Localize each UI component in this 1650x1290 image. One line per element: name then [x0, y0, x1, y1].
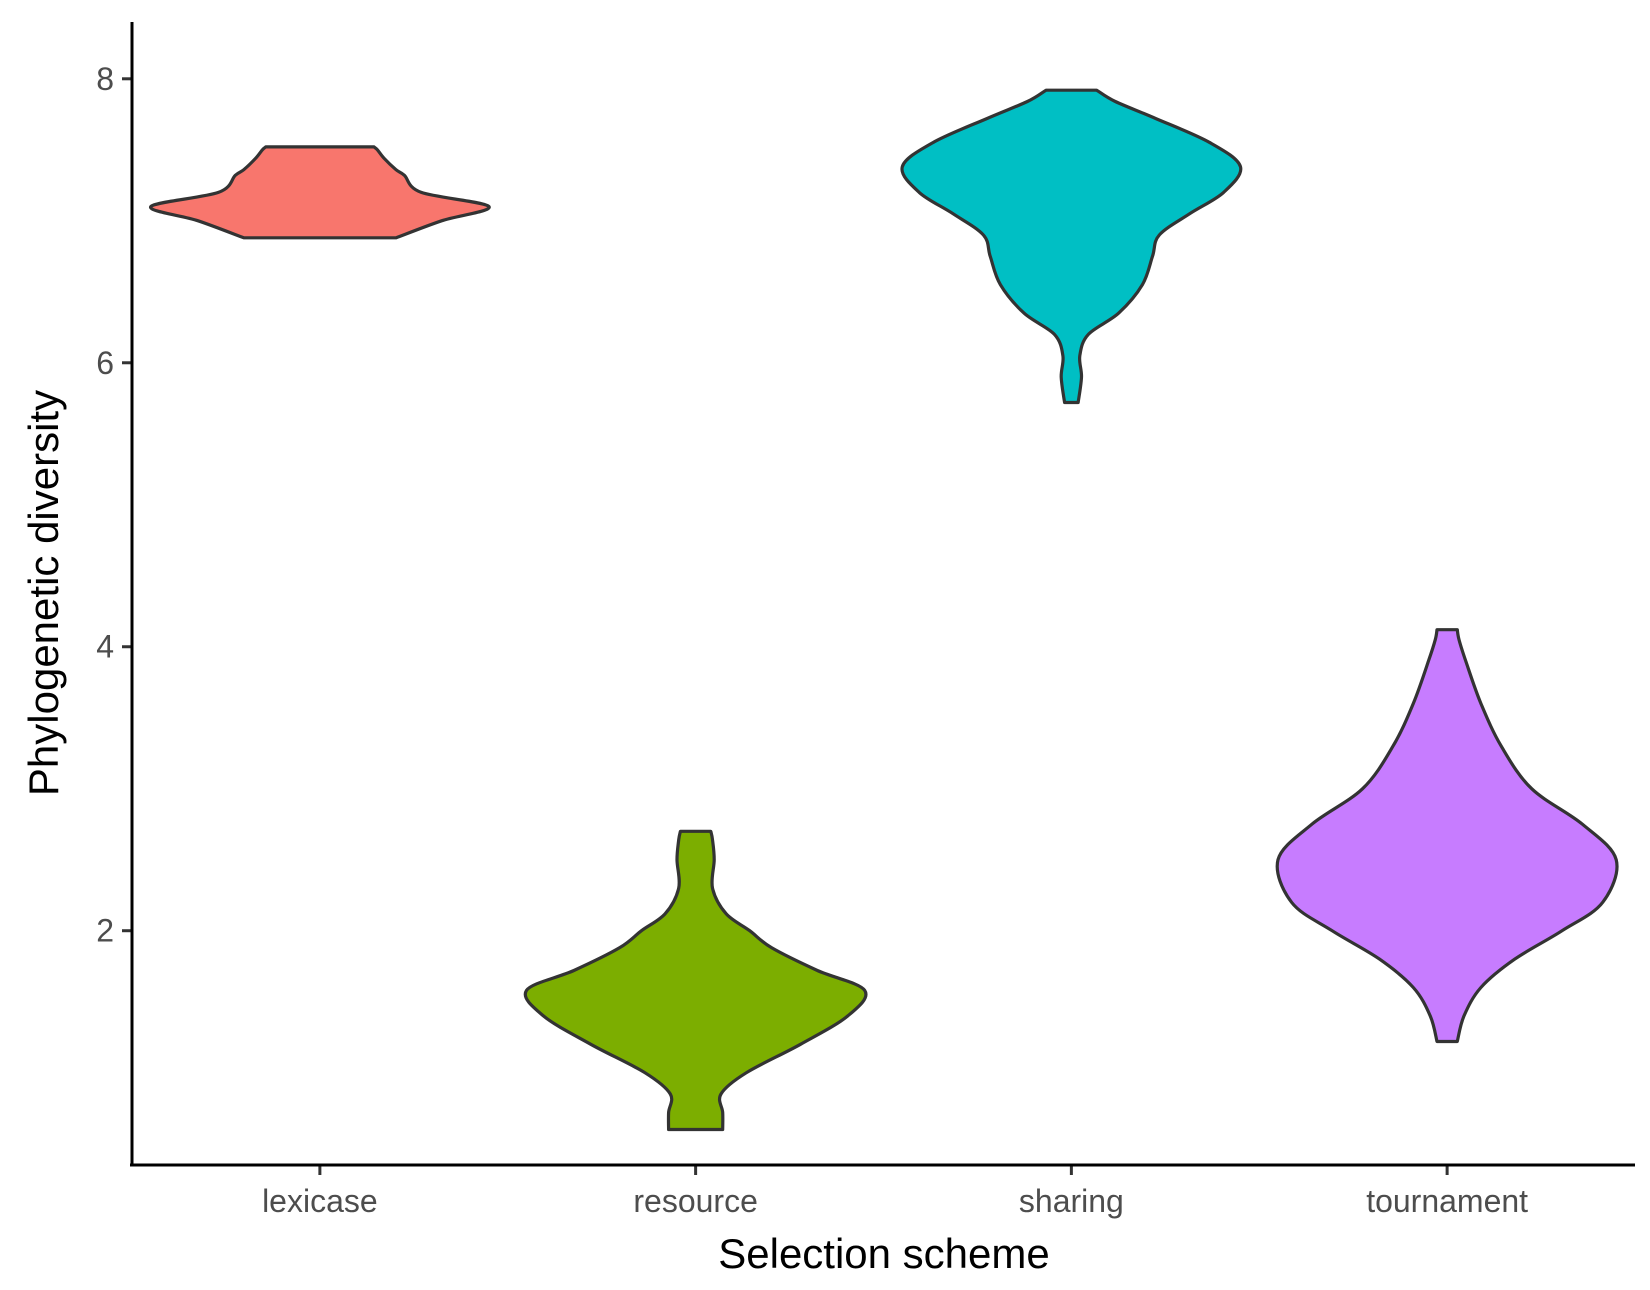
y-tick-label: 8	[96, 61, 114, 97]
x-axis-title: Selection scheme	[718, 1230, 1050, 1277]
x-tick-label-sharing: sharing	[1019, 1183, 1124, 1219]
y-tick-label: 6	[96, 345, 114, 381]
y-axis-title: Phylogenetic diversity	[20, 390, 67, 796]
x-tick-label-tournament: tournament	[1366, 1183, 1528, 1219]
x-tick-label-lexicase: lexicase	[262, 1183, 378, 1219]
y-tick-label: 4	[96, 629, 114, 665]
violin-layer	[149, 88, 1619, 1132]
x-tick-label-resource: resource	[633, 1183, 758, 1219]
x-axis-ticks: lexicase resource sharing tournament	[262, 1165, 1528, 1219]
y-tick-label: 2	[96, 913, 114, 949]
violin-tournament	[1275, 628, 1619, 1044]
violin-lexicase	[149, 145, 491, 240]
y-axis-ticks: 2 4 6 8	[96, 61, 132, 949]
violin-resource	[523, 829, 868, 1132]
violin-sharing	[900, 88, 1243, 405]
